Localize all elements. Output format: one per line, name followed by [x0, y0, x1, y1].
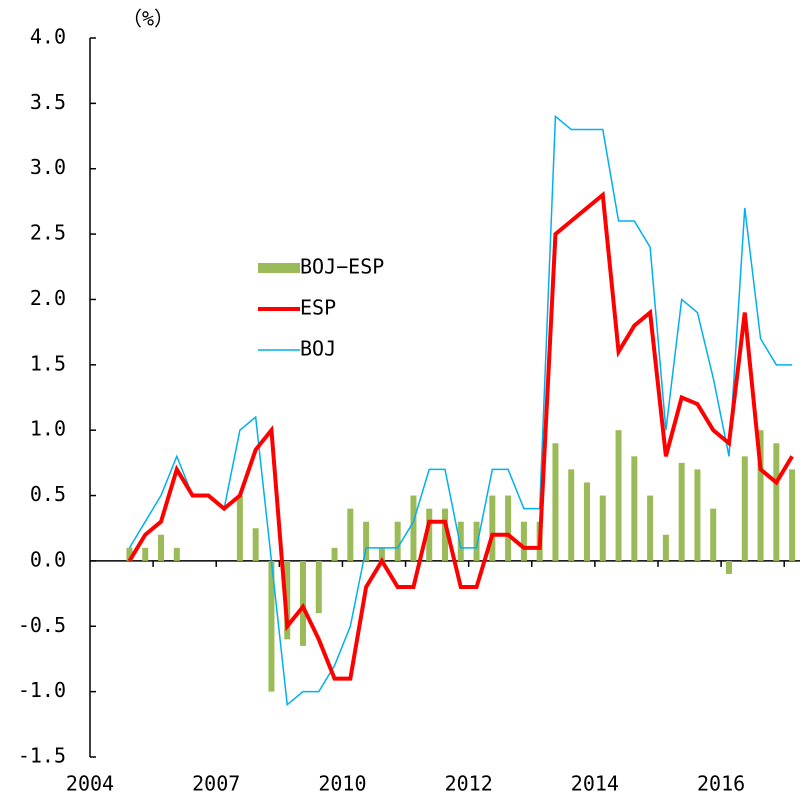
bar — [631, 456, 638, 561]
x-tick-label: 2004 — [66, 772, 114, 796]
bar — [394, 521, 401, 561]
bar — [158, 534, 164, 561]
y-tick-label: 3.5 — [30, 90, 66, 114]
bar — [505, 495, 512, 561]
bar — [347, 508, 354, 561]
bar — [378, 547, 385, 561]
x-tick-label: 2014 — [571, 772, 619, 796]
bar — [126, 547, 133, 561]
line-2 — [128, 114, 793, 707]
y-tick-label: -0.5 — [18, 613, 66, 637]
bar — [252, 528, 259, 561]
bar — [710, 508, 717, 561]
x-tick-label: 2010 — [318, 772, 366, 796]
y-tick-label: 1.0 — [30, 417, 66, 441]
legend-label: BOJ−ESP — [300, 255, 384, 279]
x-tick-label: 2016 — [697, 772, 745, 796]
bar — [410, 495, 417, 561]
bar — [489, 495, 496, 561]
y-tick-label: -1.5 — [18, 744, 66, 768]
bar — [300, 560, 306, 646]
legend-swatch — [258, 263, 300, 273]
bar — [142, 547, 149, 561]
bar — [678, 462, 685, 561]
y-unit-label: （%） — [122, 7, 174, 31]
y-tick-label: 4.0 — [30, 25, 66, 49]
bar — [568, 469, 575, 561]
y-tick-label: 0.0 — [30, 547, 66, 571]
legend-label: ESP — [300, 296, 336, 320]
bar — [615, 430, 622, 561]
bar — [584, 482, 590, 561]
y-tick-label: 2.0 — [30, 286, 66, 310]
bar — [473, 521, 480, 561]
y-tick-label: 3.0 — [30, 155, 66, 179]
bar — [726, 560, 732, 574]
bar — [773, 443, 780, 561]
bar — [789, 469, 796, 561]
legend-label: BOJ — [300, 337, 336, 361]
bar — [757, 430, 764, 561]
y-tick-label: 0.5 — [30, 482, 66, 506]
y-tick-label: 1.5 — [30, 351, 66, 375]
bar — [457, 521, 464, 561]
bar — [363, 521, 370, 561]
x-tick-label: 2012 — [445, 772, 493, 796]
bar — [694, 469, 701, 561]
bar — [662, 534, 669, 561]
x-tick-label: 2007 — [192, 772, 240, 796]
y-tick-label: -1.0 — [18, 678, 66, 702]
line-1 — [127, 190, 794, 681]
y-tick-label: 2.5 — [30, 221, 66, 245]
bar — [236, 495, 243, 561]
bar — [284, 560, 291, 640]
bar — [173, 547, 180, 561]
bar — [741, 456, 748, 561]
bar — [442, 508, 448, 561]
bar — [268, 560, 275, 692]
bar — [331, 547, 338, 561]
bar — [552, 443, 559, 561]
bar — [520, 521, 527, 561]
bar — [426, 508, 433, 561]
bar — [315, 560, 322, 614]
bar — [599, 495, 606, 561]
bar — [647, 495, 654, 561]
